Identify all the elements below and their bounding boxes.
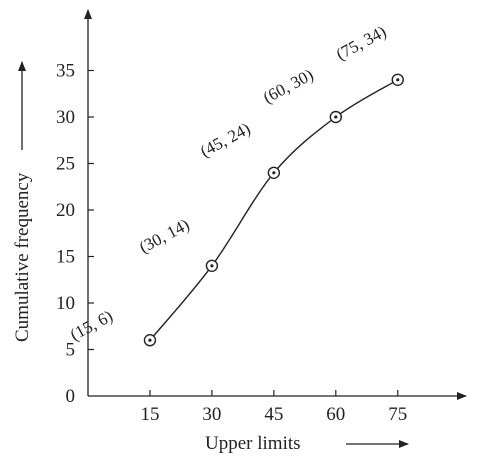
x-tick-label: 15 <box>140 404 159 425</box>
y-axis-title-group: Cumulative frequency <box>12 61 33 342</box>
data-point <box>329 110 342 124</box>
point-label: (75, 34) <box>333 22 389 64</box>
y-tick-label: 35 <box>56 61 75 82</box>
data-point-dot <box>334 115 338 119</box>
y-axis-title: Cumulative frequency <box>12 172 33 342</box>
ogive-curve <box>149 79 399 341</box>
data-points <box>143 73 404 347</box>
data-point-dot <box>148 338 152 342</box>
y-tick-label: 25 <box>56 154 75 175</box>
y-tick-label: 0 <box>66 386 76 407</box>
data-point <box>205 259 219 272</box>
point-label: (45, 24) <box>197 119 253 161</box>
y-ticks: 0 5 10 15 20 25 30 35 <box>56 61 94 407</box>
y-tick-label: 15 <box>56 247 75 268</box>
y-tick-label: 5 <box>66 340 76 361</box>
y-tick-label: 10 <box>56 293 75 314</box>
x-tick-label: 30 <box>202 404 221 425</box>
y-tick-label: 20 <box>56 200 75 221</box>
x-ticks: 15 30 45 60 75 <box>140 390 407 425</box>
y-tick-label: 30 <box>56 107 75 128</box>
data-point <box>267 166 281 180</box>
axes <box>84 9 467 400</box>
point-labels: (15, 6)(30, 14)(45, 24)(60, 30)(75, 34) <box>67 22 389 344</box>
point-label: (30, 14) <box>136 215 192 257</box>
data-point <box>391 73 404 87</box>
x-tick-label: 45 <box>264 404 283 425</box>
x-tick-label: 75 <box>388 404 407 425</box>
data-point-dot <box>210 264 214 268</box>
data-point-dot <box>272 171 276 175</box>
x-axis-title-group: Upper limits <box>205 433 409 454</box>
x-tick-label: 60 <box>326 404 345 425</box>
x-axis-title: Upper limits <box>205 433 301 454</box>
data-point <box>143 334 157 347</box>
point-label: (60, 30) <box>260 65 316 107</box>
data-point-dot <box>396 78 400 82</box>
